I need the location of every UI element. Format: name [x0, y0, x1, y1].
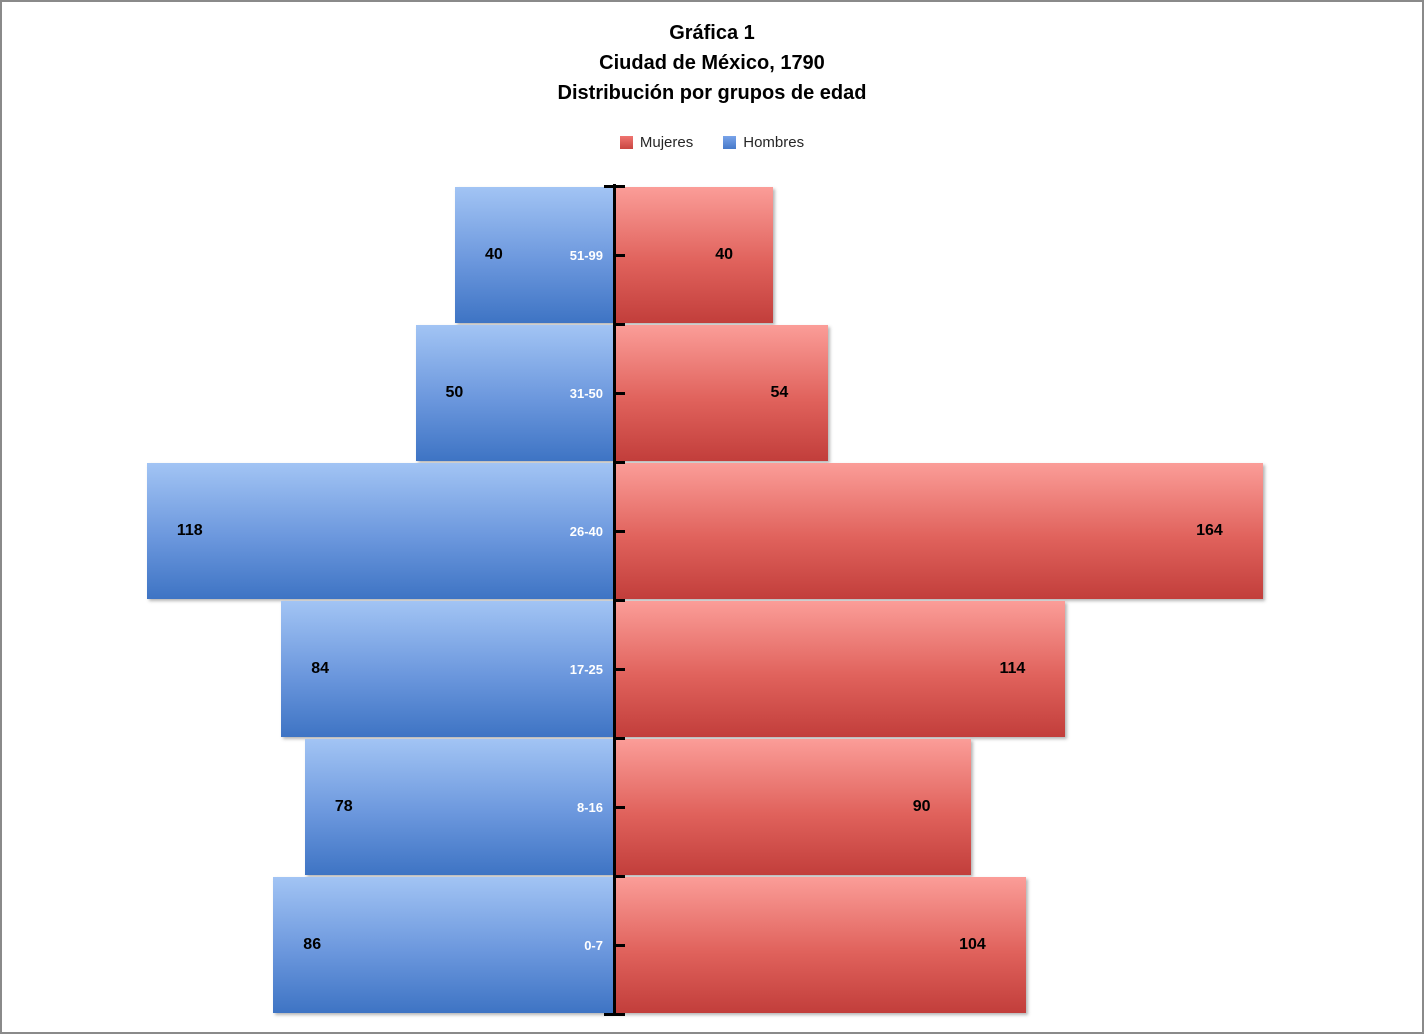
axis-tick: [616, 943, 625, 947]
axis-tick: [616, 667, 625, 671]
hombres-bar-0-7: 86 0-7: [273, 877, 613, 1013]
title-line-2: Ciudad de México, 1790: [599, 52, 825, 74]
mujeres-value-label: 104: [959, 936, 986, 953]
hombres-value-label: 84: [311, 660, 329, 677]
hombres-value-label: 78: [334, 798, 353, 815]
axis-tick: [616, 253, 625, 257]
mujeres-bar-51-99: 40: [615, 187, 773, 323]
legend-item-hombres: Hombres: [723, 134, 804, 151]
mujeres-value-label: 164: [1196, 522, 1223, 539]
legend-label-hombres: Hombres: [743, 134, 805, 151]
legend-item-mujeres: Mujeres: [619, 134, 694, 151]
age-group-label: 17-25: [569, 661, 603, 677]
mujeres-value-label: 114: [999, 660, 1026, 677]
age-group-label: 8-16: [576, 799, 603, 815]
mujeres-bar-26-40: 164: [615, 463, 1263, 599]
mujeres-value-label: 90: [912, 798, 931, 815]
axis-tick: [604, 1012, 625, 1016]
age-group-label: 0-7: [584, 937, 603, 953]
title-line-1: Gráfica 1: [669, 22, 755, 44]
age-group-label: 26-40: [569, 523, 603, 539]
axis-tick: [604, 184, 625, 188]
age-group-label: 51-99: [569, 247, 603, 263]
title-line-3: Distribución por grupos de edad: [557, 82, 867, 104]
axis-tick: [616, 598, 625, 602]
mujeres-bar-8-16: 90: [615, 739, 971, 875]
hombres-bar-8-16: 78 8-16: [304, 739, 613, 875]
hombres-bar-51-99: 40 51-99: [455, 187, 613, 323]
axis-tick: [616, 805, 625, 809]
axis-tick: [616, 391, 625, 395]
hombres-value-label: 40: [485, 246, 503, 263]
axis-tick: [616, 529, 625, 533]
axis-tick: [616, 736, 625, 740]
legend-label-mujeres: Mujeres: [639, 134, 694, 151]
mujeres-value-label: 40: [715, 246, 733, 263]
axis-tick: [616, 322, 625, 326]
hombres-value-label: 86: [303, 936, 322, 953]
axis-tick: [616, 460, 625, 464]
hombres-value-label: 50: [445, 384, 464, 401]
mujeres-swatch-icon: [619, 136, 633, 149]
axis-tick: [616, 874, 625, 878]
mujeres-bar-17-25: 114: [615, 601, 1066, 737]
hombres-bar-26-40: 118 26-40: [146, 463, 613, 599]
chart-legend: Mujeres Hombres: [2, 134, 1422, 151]
age-group-label: 31-50: [569, 385, 603, 401]
chart-title: Gráfica 1 Ciudad de México, 1790 Distrib…: [2, 18, 1422, 108]
mujeres-value-label: 54: [770, 384, 789, 401]
mujeres-bar-0-7: 104: [615, 877, 1026, 1013]
hombres-value-label: 118: [176, 522, 203, 539]
mujeres-bar-31-50: 54: [615, 325, 829, 461]
hombres-swatch-icon: [723, 136, 737, 149]
hombres-bar-31-50: 50 31-50: [415, 325, 613, 461]
hombres-bar-17-25: 84 17-25: [281, 601, 613, 737]
center-axis-line: [613, 184, 616, 1016]
